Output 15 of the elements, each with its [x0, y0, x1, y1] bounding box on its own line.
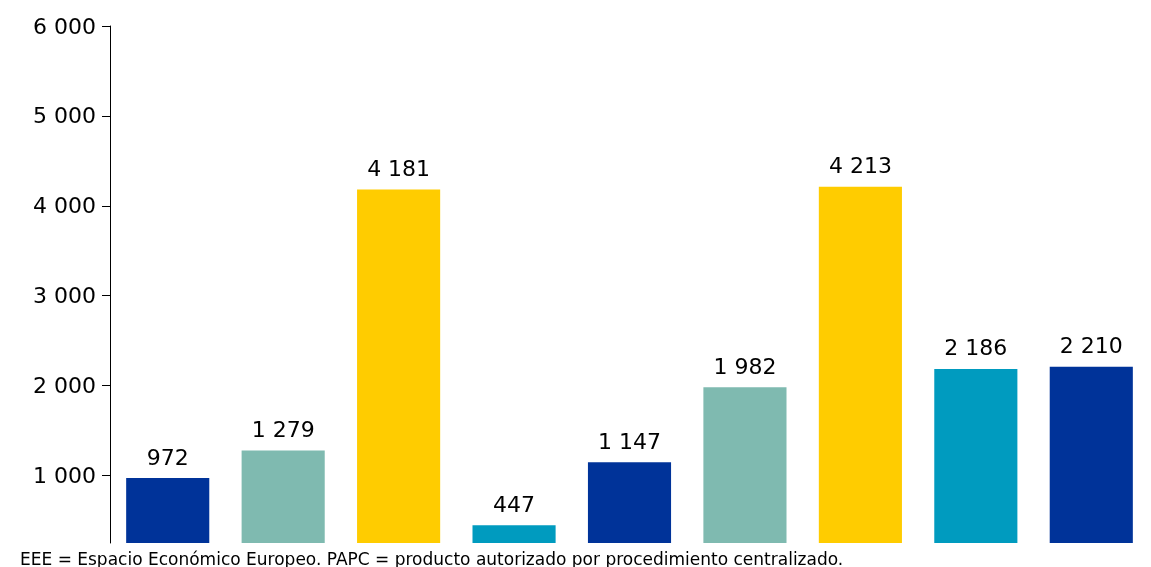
- y-tick-label: 3 000: [33, 283, 96, 309]
- data-label: 972: [146, 444, 189, 470]
- data-label: 2 186: [944, 335, 1008, 361]
- data-label: 4 181: [367, 156, 431, 182]
- y-tick-label: 6 000: [33, 13, 96, 39]
- data-label: 1 279: [251, 416, 315, 442]
- y-tick-label: 4 000: [33, 193, 96, 219]
- data-label: 447: [493, 491, 536, 517]
- data-label: 1 147: [598, 428, 661, 454]
- y-tick-label: 1 000: [33, 463, 96, 489]
- y-tick-label: 5 000: [33, 103, 96, 129]
- y-tick-label: 2 000: [33, 373, 96, 399]
- data-label: 2 210: [1059, 333, 1123, 359]
- data-label: 1 982: [713, 353, 777, 379]
- data-label: 4 213: [828, 153, 892, 179]
